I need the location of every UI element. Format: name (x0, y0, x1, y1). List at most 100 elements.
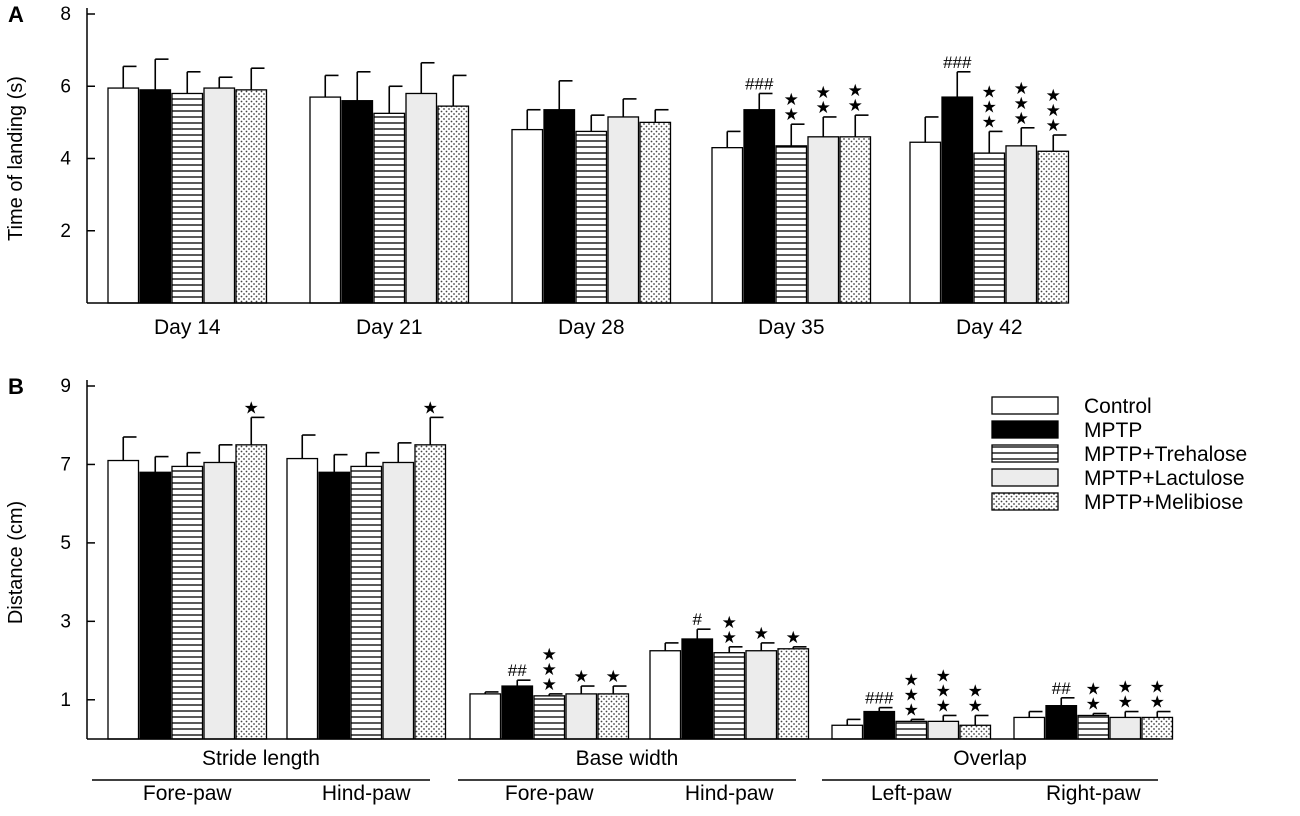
panel-b-bar (501, 685, 534, 740)
panel-b-star-marker: ★ ★ (1118, 678, 1133, 712)
panel-b-star-marker: ★ ★ ★ (904, 670, 919, 719)
panel-a-bar (743, 109, 776, 304)
panel-b-star-marker: ★ ★ ★ (542, 645, 557, 694)
panel-b-bar (286, 457, 319, 740)
panel-b-bar (745, 650, 778, 740)
panel-b-bar (469, 693, 502, 740)
panel-b-bar (927, 720, 960, 740)
panel-a-bar (807, 136, 840, 304)
panel-b-star-marker: ★ ★ (968, 681, 983, 715)
panel-b-star-marker: ★ ★ (1086, 680, 1101, 714)
panel-b-bar (1077, 714, 1110, 740)
legend-swatch-black (991, 420, 1059, 439)
panel-b-category-label: Left-paw (871, 782, 952, 805)
panel-b-category-label: Hind-paw (322, 782, 412, 805)
panel-b-bar (203, 461, 236, 740)
panel-b-bar (681, 638, 714, 740)
panel-b-bar (1141, 716, 1174, 740)
panel-b-hash-marker: ## (508, 661, 527, 680)
panel-b-bar (1045, 705, 1078, 740)
panel-b-star-marker: ★ ★ (722, 613, 737, 647)
panel-b-bar (649, 650, 682, 740)
panel-a-star-marker: ★ ★ (784, 90, 799, 124)
panel-b-bar (597, 693, 630, 740)
panel-b-y-tick-label: 9 (60, 376, 71, 397)
panel-a-bar (639, 121, 672, 304)
panel-a-label: A (8, 2, 24, 27)
legend-label: MPTP+Lactulose (1084, 467, 1245, 490)
panel-b-bar (382, 461, 415, 740)
panel-a-bar (203, 87, 236, 304)
legend-label: MPTP+Trehalose (1084, 443, 1247, 466)
legend-swatch-white (991, 396, 1059, 415)
legend-swatch-dots (991, 492, 1059, 511)
panel-b-category-label: Fore-paw (505, 782, 595, 805)
panel-b-bar (107, 459, 140, 740)
panel-b-bar (1013, 716, 1046, 740)
panel-a-star-marker: ★ ★ (848, 81, 863, 115)
panel-b-y-tick-label: 5 (60, 533, 71, 554)
panel-a-star-marker: ★ ★ ★ (982, 82, 997, 131)
panel-a-y-tick-label: 4 (60, 149, 71, 170)
panel-a-bar (437, 105, 470, 304)
panel-a-bar (309, 96, 342, 304)
panel-a-bar (139, 89, 172, 304)
panel-a-bar (941, 96, 974, 304)
panel-a-hash-marker: ### (943, 53, 972, 72)
panel-b-hash-marker: # (693, 610, 703, 629)
panel-b-category-label: Hind-paw (685, 782, 775, 805)
panel-b-y-tick-label: 3 (60, 611, 71, 632)
panel-a-y-tick-label: 8 (60, 4, 71, 25)
panel-b-bar (350, 465, 383, 740)
panel-b-bar (414, 444, 447, 740)
panel-b-category-label: Right-paw (1046, 782, 1141, 805)
panel-a-bar (341, 100, 374, 304)
panel-a-bar (511, 128, 544, 304)
panel-a-category-label: Day 14 (154, 316, 221, 339)
panel-b-star-marker: ★ (574, 667, 589, 686)
panel-b-group-label: Stride length (202, 747, 320, 770)
panel-b-star-marker: ★ (754, 624, 769, 643)
panel-b-bar (318, 471, 351, 740)
legend-label: MPTP+Melibiose (1084, 491, 1243, 514)
legend-label: Control (1084, 395, 1152, 418)
panel-a-bar (775, 145, 808, 304)
panel-b-category-label: Fore-paw (143, 782, 233, 805)
panel-b-y-axis-title: Distance (cm) (5, 501, 27, 624)
panel-b-bar (565, 693, 598, 740)
panel-b-star-marker: ★ (423, 398, 438, 417)
panel-b-bar (235, 444, 268, 740)
legend-label: MPTP (1084, 419, 1142, 442)
panel-b-bar (171, 465, 204, 740)
panel-b-group-label: Base width (576, 747, 679, 770)
panel-a-hash-marker: ### (745, 74, 774, 93)
panel-a-bar (373, 112, 406, 304)
panel-a-star-marker: ★ ★ ★ (1046, 86, 1061, 135)
panel-a-bar (607, 116, 640, 304)
panel-a-bar (1037, 150, 1070, 304)
legend-swatch-stripes (991, 444, 1059, 463)
panel-b-bar (1109, 716, 1142, 740)
panel-b-label: B (8, 374, 24, 399)
panel-a-bar (235, 89, 268, 304)
panel-b-y-tick-label: 1 (60, 690, 71, 711)
panel-b-bar (959, 724, 992, 740)
panel-b-y-tick-label: 7 (60, 454, 71, 475)
panel-b-hash-marker: ## (1052, 679, 1071, 698)
panel-b-star-marker: ★ (606, 667, 621, 686)
panel-a-bar (839, 136, 872, 304)
panel-a-star-marker: ★ ★ (816, 83, 831, 117)
panel-a-bar (909, 141, 942, 304)
panel-a-category-label: Day 21 (356, 316, 423, 339)
panel-a-y-tick-label: 2 (60, 221, 71, 242)
panel-b-bar (863, 710, 896, 740)
panel-a-category-label: Day 35 (758, 316, 825, 339)
panel-b-star-marker: ★ (786, 628, 801, 647)
panel-b-star-marker: ★ ★ (1150, 678, 1165, 712)
panel-b-hash-marker: ### (865, 689, 894, 708)
panel-a-category-label: Day 28 (558, 316, 625, 339)
panel-a-bar (973, 152, 1006, 304)
panel-a-bar (107, 87, 140, 304)
